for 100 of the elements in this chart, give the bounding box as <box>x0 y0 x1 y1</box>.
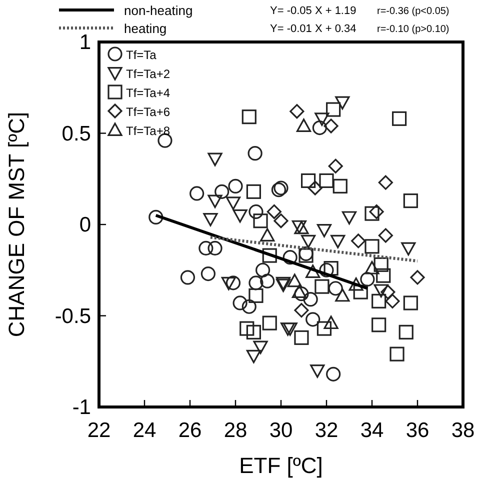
point <box>242 110 256 124</box>
text: r=-0.10 (p>0.10) <box>377 24 450 35</box>
point <box>374 284 388 298</box>
y-tick-label: 0.5 <box>62 122 91 146</box>
point <box>303 292 318 307</box>
x-tick-label: 30 <box>269 419 293 442</box>
point <box>248 146 262 161</box>
point <box>369 204 384 220</box>
point <box>335 96 350 110</box>
point <box>248 288 264 303</box>
legend-label: Tf=Ta+6 <box>126 105 170 119</box>
text: r=-0.36 (p<0.05) <box>377 6 450 17</box>
point <box>232 209 248 223</box>
x-tick-label: 38 <box>451 419 475 442</box>
x-axis-title: ETF [ºC] <box>239 453 323 478</box>
point <box>314 279 330 294</box>
x-tick-label: 26 <box>178 419 202 442</box>
point <box>260 274 275 288</box>
point <box>319 262 334 278</box>
legend-label: Tf=Ta+2 <box>126 67 170 81</box>
point <box>319 173 334 188</box>
point <box>326 366 341 382</box>
point <box>226 196 241 210</box>
point <box>256 262 270 278</box>
point <box>294 330 309 345</box>
point <box>274 214 288 228</box>
x-tick-label: 28 <box>224 419 248 442</box>
point <box>203 213 218 226</box>
point <box>324 316 338 330</box>
point <box>310 364 325 378</box>
point <box>262 316 277 330</box>
point <box>208 240 222 256</box>
point <box>221 276 236 290</box>
y-axis-title: CHANGE OF MST [ºC] <box>4 112 29 338</box>
point <box>296 118 312 132</box>
point <box>353 284 368 300</box>
point <box>214 184 230 199</box>
point <box>403 193 418 208</box>
point <box>378 175 393 190</box>
point <box>326 102 341 117</box>
x-tick-label: 24 <box>132 419 156 442</box>
point <box>364 261 380 274</box>
point <box>401 242 416 256</box>
point <box>262 248 277 263</box>
point <box>328 281 343 296</box>
text: Y= -0.01 X + 0.34 <box>270 23 356 35</box>
point <box>330 234 346 248</box>
point <box>266 204 282 220</box>
point <box>306 264 320 278</box>
point <box>312 120 327 136</box>
x-tick-label: 22 <box>87 419 111 442</box>
point <box>248 204 264 220</box>
point <box>364 239 380 254</box>
point <box>328 158 343 174</box>
y-tick-label: -1 <box>72 396 91 419</box>
point <box>390 346 404 362</box>
point <box>287 274 302 288</box>
legend-label: Tf=Ta+4 <box>126 86 170 100</box>
point <box>246 350 261 364</box>
x-tick-label: 32 <box>314 419 338 442</box>
point <box>410 270 425 285</box>
y-tick-label: 1 <box>79 31 91 54</box>
point <box>292 220 306 234</box>
point <box>240 321 254 336</box>
point <box>314 112 330 126</box>
legend-label: heating <box>124 21 167 36</box>
point <box>253 214 268 228</box>
point <box>246 184 261 199</box>
point <box>228 178 243 194</box>
point <box>294 220 309 234</box>
point <box>403 296 418 310</box>
point <box>324 118 338 134</box>
point <box>364 206 380 221</box>
point <box>372 294 386 308</box>
point <box>260 228 275 242</box>
x-tick-label: 34 <box>360 419 384 442</box>
legend-label: Tf=Ta <box>126 48 157 62</box>
point <box>290 104 304 119</box>
text: Y= -0.05 X + 1.19 <box>270 5 356 17</box>
legend-label: non-heating <box>124 3 193 18</box>
y-tick-label: 0 <box>79 214 91 236</box>
point <box>351 234 366 248</box>
point <box>226 276 241 290</box>
point <box>316 224 332 238</box>
point <box>208 152 222 166</box>
point <box>306 312 320 327</box>
point <box>198 240 214 256</box>
point <box>378 228 393 243</box>
point <box>360 272 375 287</box>
point <box>248 276 264 290</box>
point <box>301 234 316 248</box>
point <box>292 284 306 298</box>
point <box>398 324 414 340</box>
point <box>301 173 316 188</box>
point <box>180 270 196 285</box>
point <box>385 294 400 308</box>
point <box>332 178 348 194</box>
point <box>392 111 407 126</box>
x-tick-label: 36 <box>406 419 430 442</box>
point <box>294 302 309 318</box>
